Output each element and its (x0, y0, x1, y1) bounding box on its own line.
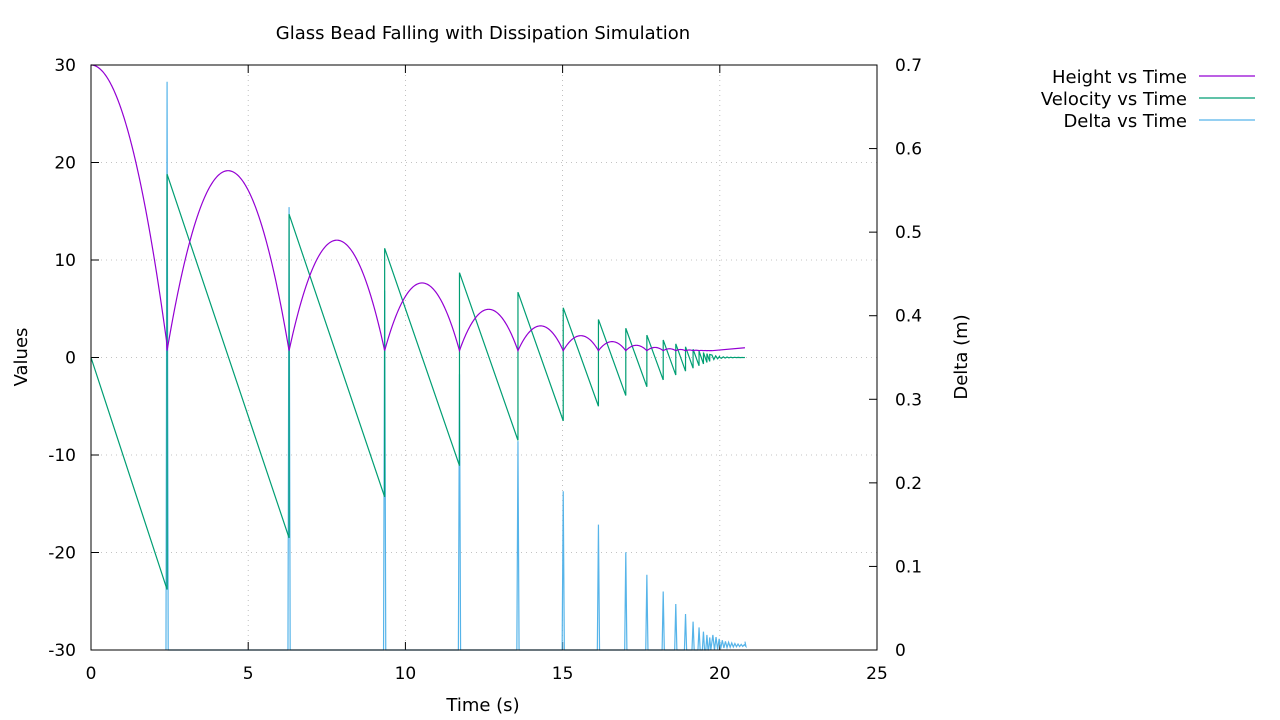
x-tick-label: 25 (866, 664, 888, 684)
chart-title: Glass Bead Falling with Dissipation Simu… (276, 23, 690, 44)
y2-tick-label: 0.4 (895, 307, 922, 327)
x-axis-ticks: 0 5 10 15 20 25 (86, 65, 888, 684)
legend-label-height: Height vs Time (1052, 67, 1187, 88)
delta-line (165, 81, 747, 651)
y2-tick-label: 0.5 (895, 223, 922, 243)
y2-tick-label: 0.7 (895, 56, 922, 76)
y2-axis-label: Delta (m) (951, 314, 972, 399)
series-layer (90, 64, 747, 651)
velocity-line (90, 174, 745, 590)
y-tick-label: 0 (65, 349, 76, 369)
y2-tick-label: 0.3 (895, 390, 922, 410)
y2-tick-label: 0 (895, 641, 906, 661)
y-axis-label: Values (11, 328, 32, 387)
legend-label-delta: Delta vs Time (1063, 111, 1187, 132)
y-tick-label: 30 (54, 56, 76, 76)
y-axis-ticks: -30 -20 -10 0 10 20 30 (48, 56, 99, 661)
y-tick-label: -30 (48, 641, 76, 661)
grid-lines (91, 65, 877, 650)
y2-axis-ticks: 0 0.1 0.2 0.3 0.4 0.5 0.6 0.7 (869, 56, 922, 661)
y-tick-label: 20 (54, 154, 76, 174)
legend-label-velocity: Velocity vs Time (1041, 89, 1187, 110)
x-tick-label: 15 (552, 664, 574, 684)
y-tick-label: -20 (48, 544, 76, 564)
y2-tick-label: 0.6 (895, 140, 922, 160)
y2-tick-label: 0.2 (895, 474, 922, 494)
legend: Height vs Time Velocity vs Time Delta vs… (1041, 67, 1255, 132)
x-tick-label: 5 (243, 664, 254, 684)
x-tick-label: 20 (709, 664, 731, 684)
y-tick-label: -10 (48, 446, 76, 466)
x-tick-label: 0 (86, 664, 97, 684)
height-line (90, 64, 746, 353)
x-axis-label: Time (s) (445, 695, 519, 716)
x-tick-label: 10 (395, 664, 417, 684)
plot-frame (90, 64, 878, 651)
y2-tick-label: 0.1 (895, 557, 922, 577)
y-tick-label: 10 (54, 251, 76, 271)
